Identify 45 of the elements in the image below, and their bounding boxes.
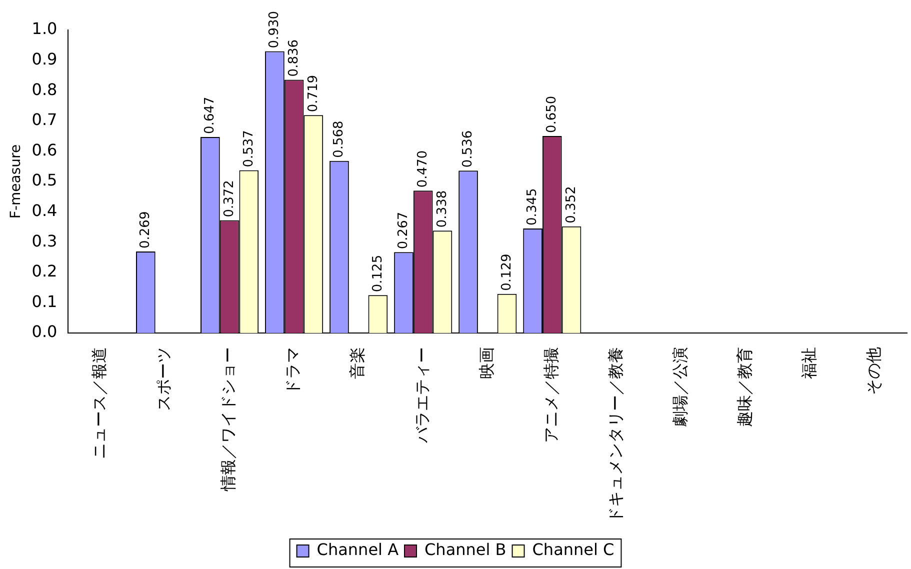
legend-label: Channel A — [316, 540, 399, 560]
y-tick-label: 0.9 — [32, 49, 58, 68]
legend-label: Channel B — [424, 540, 506, 560]
x-tick-label: 映画 — [476, 347, 496, 379]
y-tick-label: 0.5 — [32, 170, 58, 190]
data-label: 0.647 — [202, 96, 218, 134]
data-label: 0.568 — [332, 120, 347, 158]
data-label: 0.719 — [306, 74, 321, 112]
y-tick-label: 0.6 — [32, 140, 58, 160]
data-label: 0.129 — [499, 254, 514, 291]
data-label: 0.338 — [434, 190, 450, 228]
data-label: 0.536 — [460, 130, 476, 168]
x-tick-label: ニュース／報道 — [90, 347, 109, 459]
data-label: 0.650 — [544, 96, 560, 134]
data-label: 0.267 — [396, 212, 412, 250]
x-tick-label: 福祉 — [799, 347, 818, 379]
y-tick-label: 0.0 — [32, 322, 58, 342]
data-label: 0.470 — [415, 150, 430, 188]
y-tick-label: 0.7 — [32, 110, 58, 130]
x-tick-label: 音楽 — [348, 347, 367, 379]
y-tick-label: 0.3 — [32, 231, 58, 250]
y-tick-label: 0.2 — [32, 262, 58, 281]
x-tick-label: 趣味／教育 — [734, 347, 754, 427]
data-label: 0.345 — [525, 188, 540, 226]
y-tick-label: 0.8 — [32, 80, 58, 99]
x-tick-label: アニメ／特撮 — [541, 347, 560, 443]
x-tick-label: 劇場／公演 — [670, 347, 690, 427]
legend-label: Channel C — [532, 540, 614, 560]
y-tick-label: 0.1 — [32, 292, 58, 311]
x-tick-label: 情報／ワイドショー — [218, 347, 238, 492]
x-tick-label: その他 — [864, 347, 883, 395]
data-label: 0.125 — [370, 254, 386, 292]
y-tick-label: 0.4 — [32, 200, 58, 220]
x-tick-label: ドキュメンタリー／教養 — [606, 347, 625, 523]
x-tick-label: バラエティー — [412, 347, 432, 444]
data-label: 0.930 — [267, 10, 282, 48]
y-tick-label: 1.0 — [32, 19, 58, 38]
data-label: 0.836 — [286, 39, 302, 77]
data-label: 0.352 — [564, 186, 579, 224]
y-axis-title: F-measure — [8, 144, 24, 219]
data-label: 0.537 — [241, 130, 256, 168]
data-label: 0.372 — [222, 180, 237, 218]
x-tick-label: ドラマ — [283, 347, 302, 395]
data-label: 0.269 — [138, 211, 154, 248]
x-tick-label: スポーツ — [154, 347, 174, 411]
